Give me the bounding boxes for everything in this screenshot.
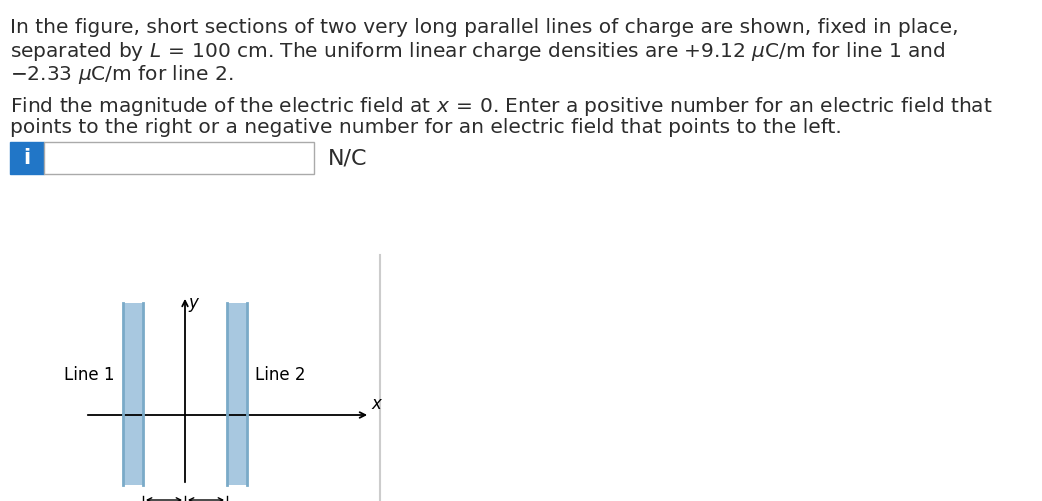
Text: N/C: N/C [328, 148, 368, 168]
Bar [10, 142, 44, 174]
Text: In the figure, short sections of two very long parallel lines of charge are show: In the figure, short sections of two ver… [10, 18, 959, 37]
Text: Line 1: Line 1 [65, 366, 115, 384]
Text: x: x [371, 395, 381, 413]
Text: i: i [23, 148, 30, 168]
Text: separated by $L\,=\,$100 cm. The uniform linear charge densities are +9.12 $\mu$: separated by $L\,=\,$100 cm. The uniform… [10, 41, 945, 64]
Text: Line 2: Line 2 [255, 366, 305, 384]
Bar [44, 142, 314, 174]
Bar [227, 303, 247, 485]
Text: Find the magnitude of the electric field at $x\,=\,$0. Enter a positive number f: Find the magnitude of the electric field… [10, 95, 993, 118]
Text: points to the right or a negative number for an electric field that points to th: points to the right or a negative number… [10, 118, 842, 137]
Text: y: y [188, 294, 198, 312]
Bar [123, 303, 143, 485]
Text: $-$2.33 $\mu$C/m for line 2.: $-$2.33 $\mu$C/m for line 2. [10, 63, 233, 86]
